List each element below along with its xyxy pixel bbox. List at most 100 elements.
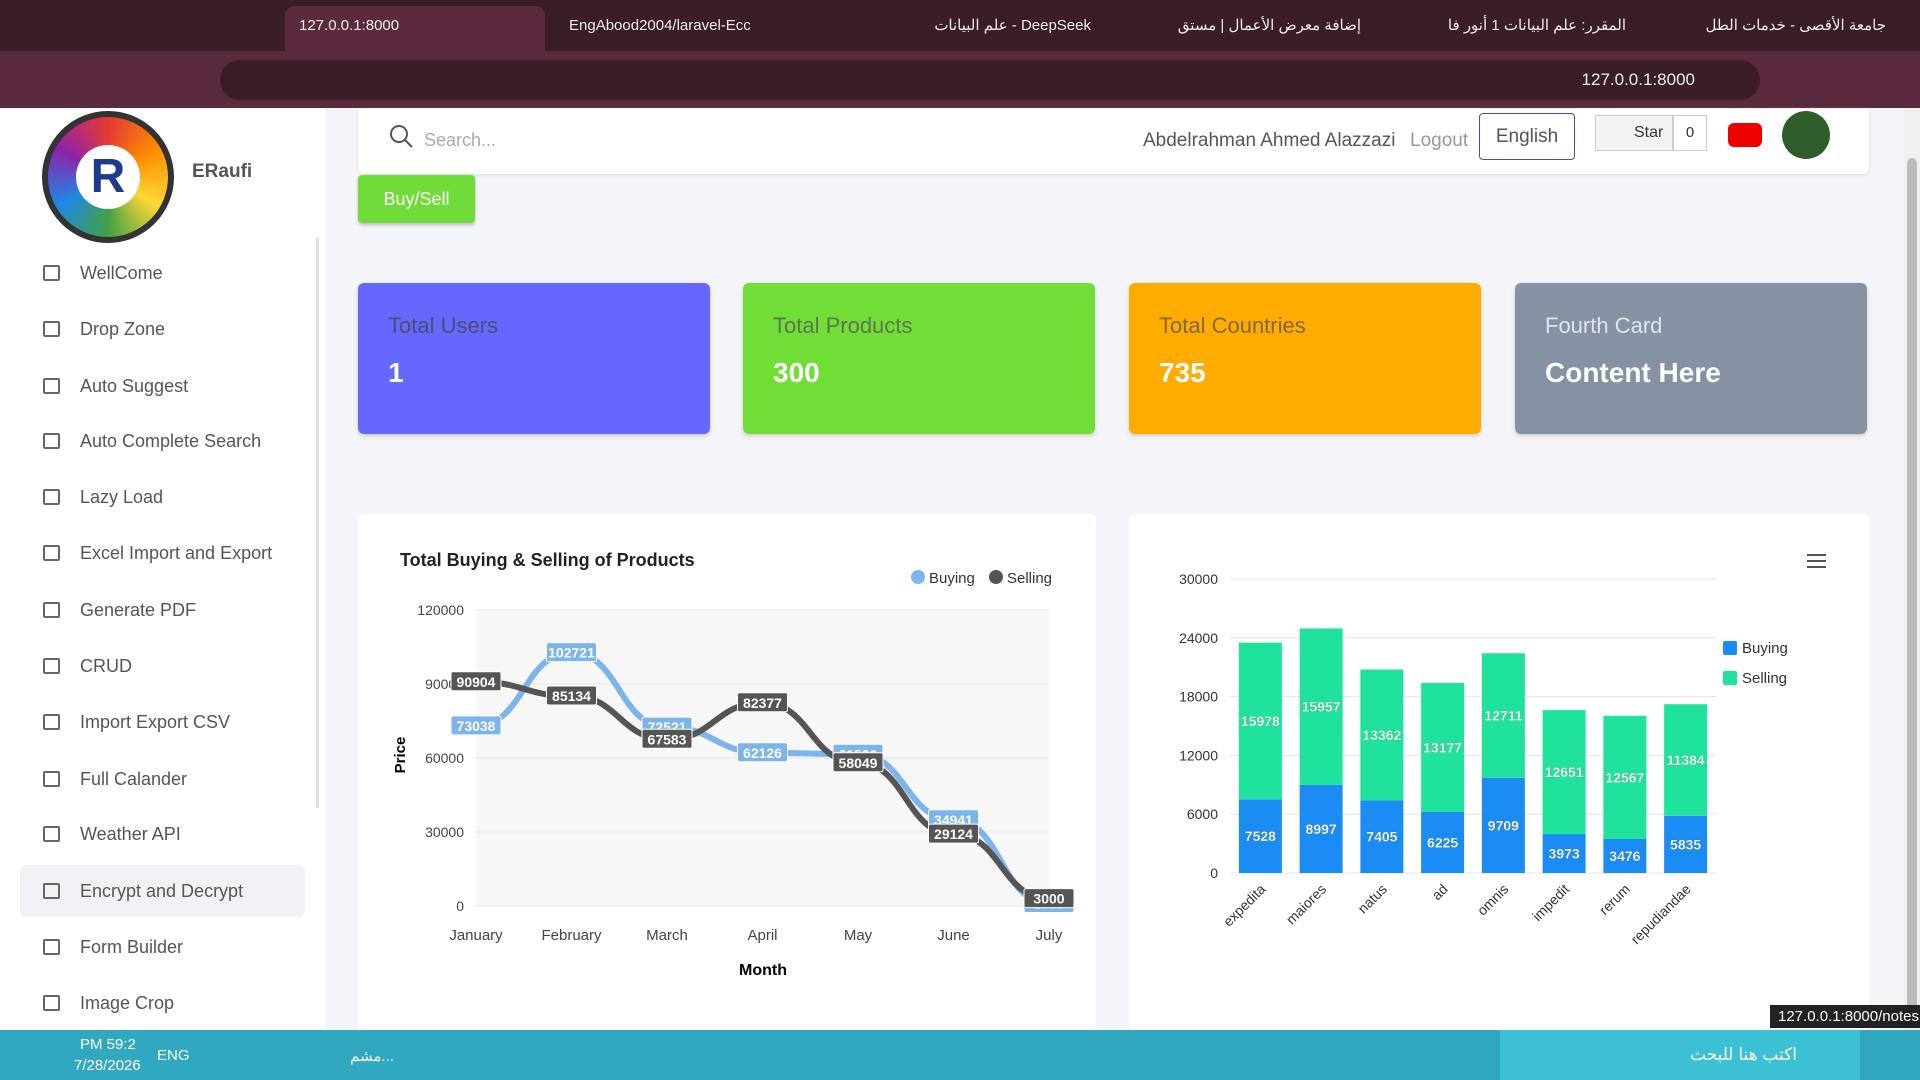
y-tick-label: 120000	[417, 602, 464, 618]
data-label-box	[450, 671, 502, 692]
bar-segment	[1481, 653, 1525, 778]
data-label: 90904	[457, 674, 496, 690]
bar-segment	[1421, 811, 1465, 873]
menu-item[interactable]: Encrypt and Decrypt	[20, 865, 305, 917]
taskbar-search[interactable]: اكتب هنا للبحث	[1690, 1045, 1797, 1064]
card-value: 300	[773, 357, 820, 388]
data-label-box	[1023, 888, 1075, 909]
x-tick-label: natus	[1354, 881, 1390, 917]
search-box[interactable]	[1500, 1030, 1860, 1080]
menu-item[interactable]: Image Crop	[20, 977, 305, 1029]
x-tick-label: February	[541, 927, 602, 944]
app[interactable]: مشم...	[350, 1048, 394, 1065]
menu-item[interactable]: CRUD	[20, 640, 305, 692]
tab[interactable]: EngAbood2004/laravel-Ecc	[569, 17, 751, 34]
user: Abdelrahman Ahmed Alazzazi	[1143, 130, 1396, 151]
menu-item[interactable]: Lazy Load	[20, 471, 305, 523]
data-label-box	[928, 823, 979, 844]
search[interactable]: Search...	[424, 130, 497, 150]
data-label: 29124	[934, 826, 973, 842]
tab[interactable]: 127.0.0.1:8000	[285, 6, 545, 51]
data-label: 62126	[743, 745, 782, 761]
data-label: 5835	[1670, 836, 1701, 852]
data-label: 67583	[648, 731, 687, 747]
header: Search... Abdelrahman Ahmed Alazzazi Log…	[358, 109, 1869, 174]
menu-item[interactable]: WellCome	[20, 247, 305, 299]
stat-card: Total Countries 735	[1129, 283, 1481, 434]
language[interactable]: English	[1479, 113, 1575, 160]
data-label: 7528	[1245, 828, 1276, 844]
menu-item[interactable]: Weather API	[20, 808, 305, 860]
card-title: Total Products	[773, 313, 913, 338]
menu-item[interactable]: Auto Suggest	[20, 360, 305, 412]
tab-bar: 127.0.0.1:8000 EngAbood2004/laravel-Ecc De…	[0, 0, 1920, 51]
x-tick-label: May	[844, 927, 873, 944]
data-label: 15957	[1302, 699, 1341, 715]
tab[interactable]: DeepSeek - علم البيانات	[934, 17, 1091, 34]
x-tick-label: April	[747, 927, 777, 944]
avatar[interactable]	[1782, 111, 1830, 159]
logo: R	[42, 111, 174, 243]
data-label: 13177	[1423, 739, 1462, 755]
x-tick-label: January	[449, 927, 503, 944]
tab[interactable]: المقرر: علم البيانات 1 أنور فا	[1447, 17, 1626, 34]
menu-item[interactable]: Full Calander	[20, 753, 305, 805]
y-tick-label: 60000	[425, 750, 464, 766]
data-label: 6225	[1427, 834, 1458, 850]
buy-sell-button[interactable]: Buy/Sell	[358, 175, 475, 223]
menu-item[interactable]: Excel Import and Export	[20, 527, 305, 579]
status-url: 127.0.0.1:8000/notes	[1770, 1005, 1920, 1028]
brand: ERaufi	[192, 161, 253, 182]
date: 7/28/2026	[74, 1057, 141, 1074]
logout[interactable]: Logout	[1410, 130, 1469, 151]
menu-item[interactable]: Drop Zone	[20, 303, 305, 355]
stat-card: Fourth Card Content Here	[1515, 283, 1867, 434]
taskbar: PM 59:2 7/28/2026 ENG مشم... اكتب هنا لل…	[0, 1030, 1920, 1080]
data-label: 11384	[1667, 752, 1705, 768]
bar-segment	[1238, 799, 1282, 873]
x-tick-label: March	[646, 927, 688, 944]
data-label: 15978	[1241, 713, 1280, 729]
bar-panel: 0 6000 12000 18000 24000 30000 expedita 7528 159…	[1129, 514, 1869, 1030]
bar-segment	[1542, 834, 1586, 873]
url[interactable]: 127.0.0.1:8000	[220, 60, 1760, 100]
bar-segment	[1664, 815, 1708, 873]
lang: ENG	[157, 1047, 190, 1064]
x-tick-label: omnis	[1474, 881, 1512, 919]
tab[interactable]: جامعة الأقصى - خدمات الطل	[1705, 17, 1887, 34]
x-tick-label: expedita	[1220, 881, 1269, 930]
star[interactable]: Star	[1595, 115, 1673, 151]
youtube[interactable]	[1728, 123, 1762, 147]
menu-item[interactable]: Auto Complete Search	[20, 415, 305, 467]
x-tick-label: impedit	[1529, 881, 1572, 924]
legend-marker	[911, 570, 925, 584]
menu-item[interactable]: Form Builder	[20, 921, 305, 973]
data-label-box	[641, 728, 693, 749]
y-tick-label: 0	[456, 898, 464, 914]
menu-item[interactable]: Generate PDF	[20, 584, 305, 636]
legend-marker	[989, 570, 1003, 584]
bar-segment	[1603, 715, 1647, 839]
legend-label: Buying	[929, 570, 975, 587]
card-title: Total Users	[388, 313, 499, 338]
stat-card: Total Products 300	[743, 283, 1095, 434]
data-label-box	[546, 642, 597, 663]
menu-item[interactable]: Import Export CSV	[20, 696, 305, 748]
card-value: 1	[388, 357, 404, 388]
bar-chart: 0 6000 12000 18000 24000 30000 expedita 7528 159…	[1179, 554, 1826, 948]
x-tick-label: repudiandae	[1627, 881, 1694, 948]
data-label: 9709	[1488, 817, 1519, 833]
scroll	[316, 238, 319, 808]
tab[interactable]: إضافة معرض الأعمال | مستق	[1177, 17, 1361, 34]
sidebar: R ERaufi WellCome Drop Zone Auto Suggest Au…	[0, 108, 325, 1030]
legend-label: Buying	[1742, 640, 1788, 657]
data-label: 73038	[457, 718, 496, 734]
data-label: 85134	[552, 688, 591, 704]
data-label-box	[832, 752, 884, 773]
y-tick-label: 30000	[1179, 571, 1218, 587]
legend-marker	[1723, 671, 1737, 685]
bar-segment	[1664, 704, 1708, 816]
data-label-box	[450, 715, 502, 736]
card-value: 735	[1159, 357, 1206, 388]
